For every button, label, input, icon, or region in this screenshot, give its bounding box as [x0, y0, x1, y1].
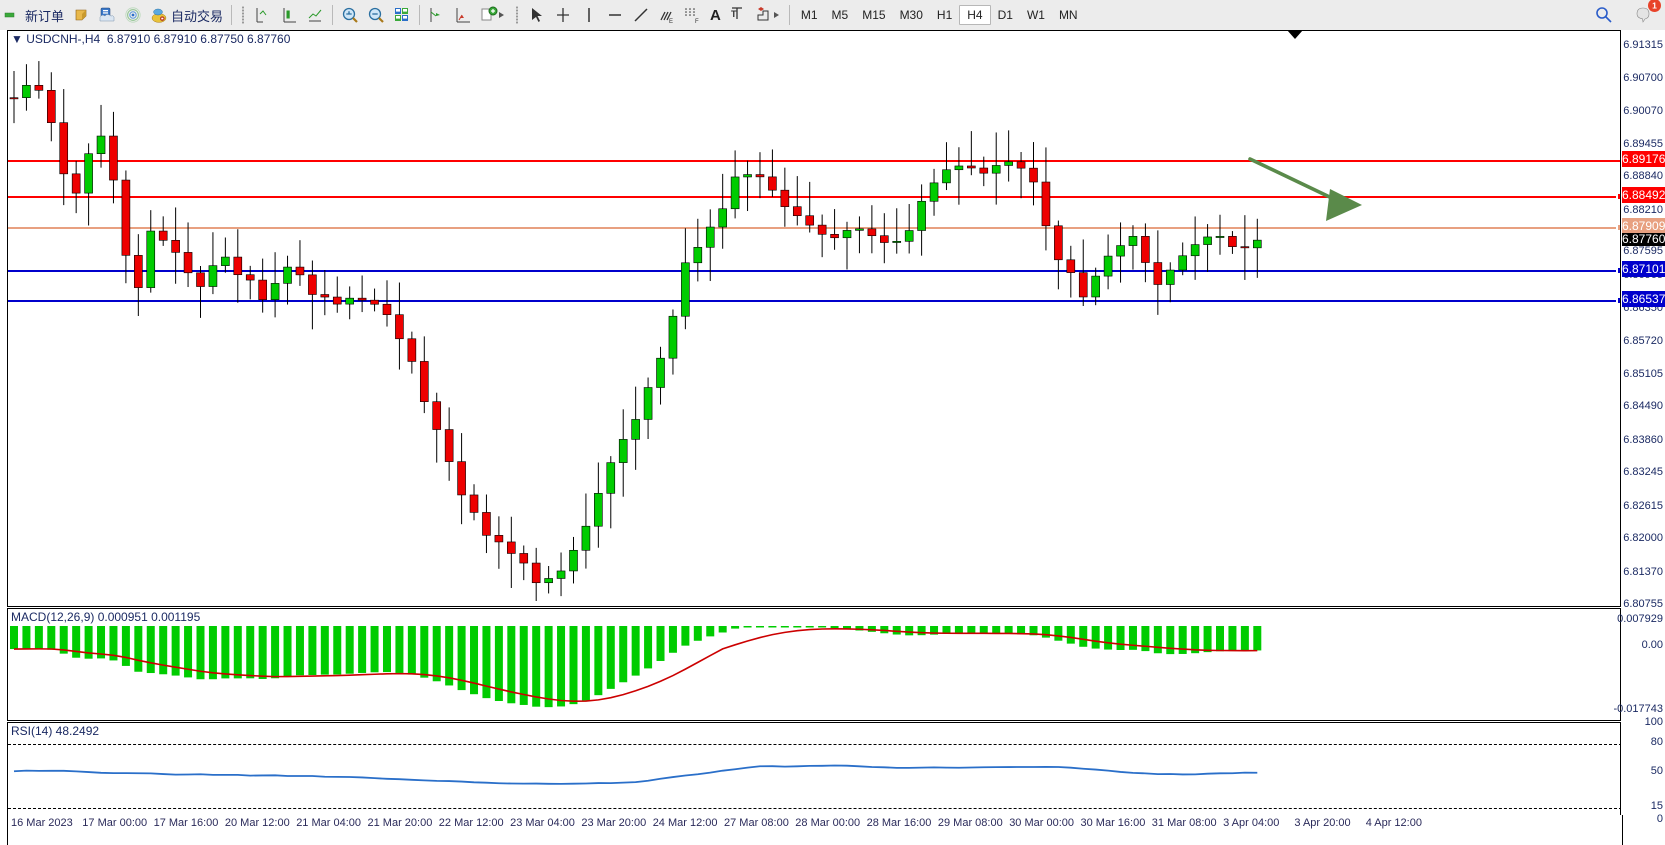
svg-text:T: T: [731, 9, 737, 19]
svg-text:E: E: [669, 19, 673, 24]
svg-text:F: F: [695, 19, 699, 24]
svg-text:1: 1: [1652, 1, 1657, 11]
